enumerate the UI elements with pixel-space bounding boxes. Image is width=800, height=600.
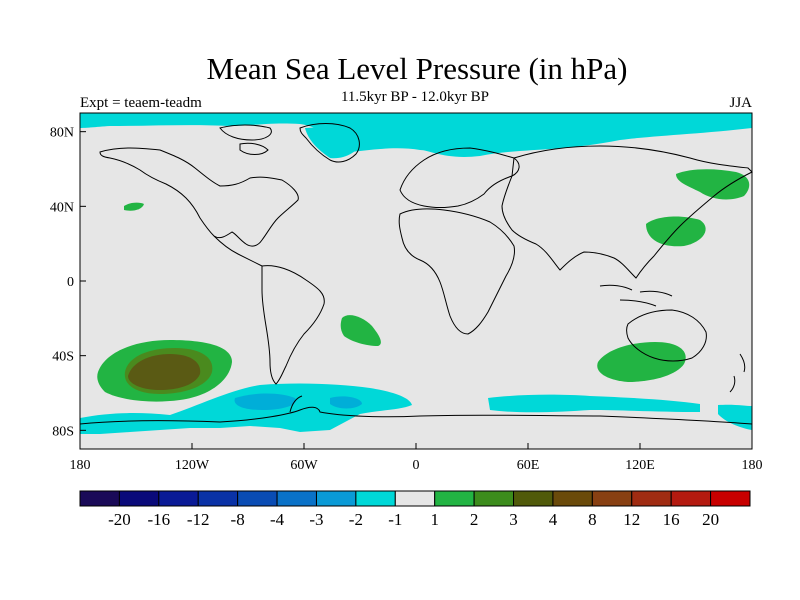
y-tick-label: 0: [67, 275, 74, 290]
y-axis: 80N 40N 0 40S 80S: [50, 126, 86, 439]
coast-south-america: [261, 265, 325, 385]
colorbar-label: -20: [108, 510, 131, 529]
colorbar: -20 -16 -12 -8 -4 -3 -2 -1 1 2 3 4 8 12 16 20: [79, 490, 751, 529]
coast-asia: [501, 145, 753, 279]
colorbar-label: -1: [388, 510, 402, 529]
colorbar-swatch: [276, 490, 317, 507]
positive-anomaly-north-pacific: [676, 169, 750, 200]
colorbar-label: 3: [509, 510, 518, 529]
colorbar-swatch: [197, 490, 239, 507]
colorbar-swatch: [355, 490, 396, 507]
negative-anomaly-arctic: [80, 113, 752, 157]
page-subtitle: 11.5kyr BP - 12.0kyr BP: [340, 89, 490, 105]
map-panel: [79, 112, 753, 450]
x-tick-label: 60E: [517, 458, 540, 473]
colorbar-label: -8: [231, 510, 245, 529]
coastlines: [79, 123, 753, 425]
colorbar-swatch: [710, 490, 751, 507]
colorbar-label: -3: [309, 510, 323, 529]
coast-antarctica: [79, 406, 753, 425]
colorbar-label: 1: [430, 510, 439, 529]
colorbar-label: -4: [270, 510, 285, 529]
colorbar-swatch: [315, 490, 357, 507]
colorbar-label: -2: [349, 510, 363, 529]
negative-anomaly-greenland: [305, 127, 361, 159]
positive-anomaly-south-atlantic: [340, 315, 381, 346]
coast-africa: [398, 208, 515, 335]
colorbar-label: 8: [588, 510, 597, 529]
colorbar-label: 20: [702, 510, 719, 529]
colorbar-swatch: [473, 490, 515, 507]
x-tick-label: 180: [70, 458, 91, 473]
colorbar-label: 12: [623, 510, 640, 529]
x-tick-label: 120W: [175, 458, 210, 473]
colorbar-swatch: [237, 490, 278, 507]
colorbar-swatch: [591, 490, 633, 507]
colorbar-swatch: [434, 490, 475, 507]
colorbar-swatch: [513, 490, 554, 507]
coast-greenland: [299, 123, 360, 163]
y-tick-label: 40S: [52, 350, 74, 365]
y-tick-label: 80N: [50, 126, 74, 141]
x-tick-label: 60W: [290, 458, 318, 473]
y-tick-label: 80S: [52, 424, 74, 439]
coast-central-america: [213, 235, 263, 267]
colorbar-label: 4: [549, 510, 558, 529]
positive-anomaly-north-atlantic-small: [124, 202, 144, 211]
colorbar-label: 2: [470, 510, 479, 529]
colorbar-label: 16: [663, 510, 680, 529]
coast-new-zealand: [729, 353, 746, 393]
stronger-negative-anomaly-2: [330, 396, 362, 409]
coast-australia: [626, 309, 707, 362]
negative-anomaly-south-indian: [488, 394, 700, 413]
colorbar-label: -16: [147, 510, 170, 529]
colorbar-swatch: [79, 490, 120, 507]
colorbar-swatch: [670, 490, 712, 507]
x-tick-label: 180: [742, 458, 763, 473]
colorbar-swatch: [118, 490, 160, 507]
y-tick-label: 40N: [50, 200, 74, 215]
season-label: JJA: [729, 95, 752, 111]
page-title: Mean Sea Level Pressure (in hPa): [206, 51, 628, 86]
coast-arctic-islands: [219, 124, 272, 155]
x-tick-label: 0: [413, 458, 420, 473]
positive-anomaly-south-indian: [597, 342, 686, 382]
x-axis: 180 120W 60W 0 60E 120E 180: [70, 443, 763, 473]
anomaly-shading: [80, 113, 752, 434]
colorbar-swatch: [158, 490, 199, 507]
colorbar-swatch: [552, 490, 593, 507]
colorbar-label: -12: [187, 510, 210, 529]
positive-anomaly-north-pacific-west: [646, 216, 706, 247]
positive-anomaly-south-pacific-center: [128, 354, 201, 390]
experiment-label: Expt = teaem-teadm: [80, 95, 202, 111]
colorbar-swatch: [394, 490, 436, 507]
colorbar-swatch: [631, 490, 672, 507]
x-tick-label: 120E: [625, 458, 655, 473]
coast-antarctic-peninsula: [289, 395, 303, 413]
coast-north-america: [99, 147, 299, 247]
stronger-negative-anomaly: [234, 393, 296, 410]
coast-indonesia: [599, 284, 673, 307]
negative-anomaly-southern-ocean: [80, 383, 412, 434]
